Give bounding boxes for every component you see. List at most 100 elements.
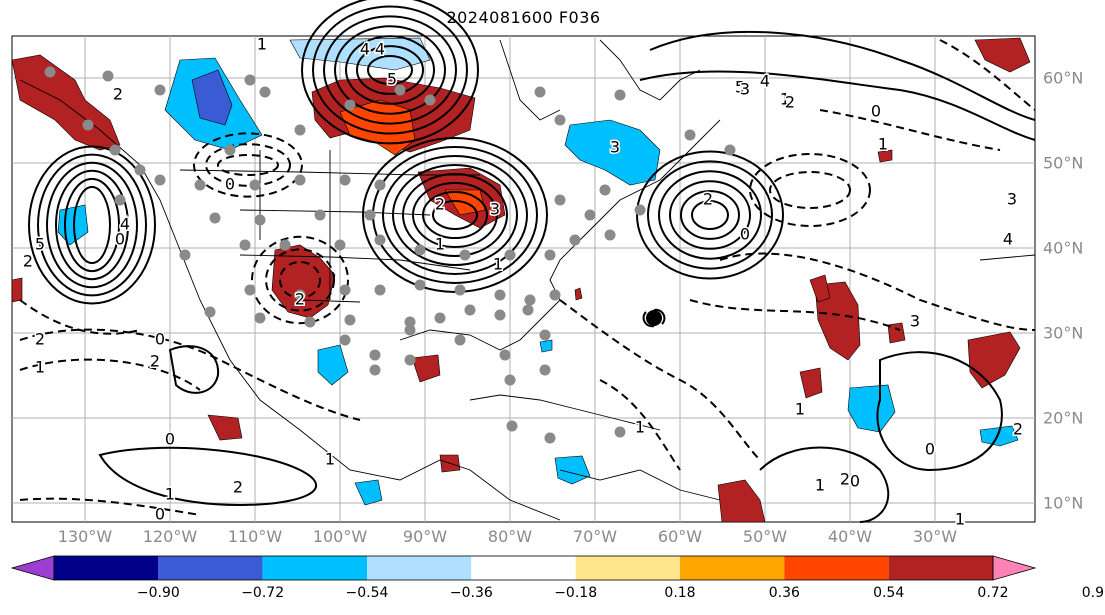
- contour-label: 0: [155, 330, 165, 349]
- station-dot: [524, 294, 536, 306]
- contour-ring: [367, 55, 413, 85]
- contour-line: [719, 252, 1036, 331]
- longitude-label: 90°W: [402, 527, 448, 546]
- colorbar-segment: [888, 556, 993, 580]
- colorbar-segment: [158, 556, 263, 580]
- colorbar-segment: [367, 556, 472, 580]
- station-dot: [434, 312, 446, 324]
- station-dot: [424, 94, 436, 106]
- station-dot: [464, 304, 476, 316]
- longitude-label: 80°W: [487, 527, 533, 546]
- anomaly-area: [717, 479, 766, 523]
- colorbar-tick-label: −0.36: [449, 585, 493, 601]
- anomaly-area: [539, 339, 553, 353]
- colorbar-extend-max: [992, 555, 1037, 581]
- contour-lines: [19, 0, 1036, 523]
- contour-label: 0: [155, 505, 165, 524]
- station-dot: [394, 84, 406, 96]
- station-dot: [369, 364, 381, 376]
- station-dot: [544, 249, 556, 261]
- contour-label: 4: [375, 40, 385, 59]
- contour-label: 2: [23, 252, 33, 271]
- contour-ring: [251, 235, 349, 325]
- contour-label: 3: [740, 80, 750, 99]
- contour-label: 1: [955, 510, 965, 529]
- station-dot: [549, 289, 561, 301]
- colorbar-tick-label: 0.36: [768, 585, 800, 601]
- coastline-segment: [499, 39, 561, 121]
- contour-line: [639, 70, 1036, 141]
- station-dot: [414, 244, 426, 256]
- map-title: 2024081600 F036: [446, 8, 601, 27]
- station-dot: [454, 284, 466, 296]
- anomaly-area: [979, 425, 1019, 447]
- station-dot: [504, 374, 516, 386]
- cyclone-arms: [642, 308, 666, 328]
- contour-label: 1: [493, 255, 503, 274]
- contour-label: 0: [850, 472, 860, 491]
- contour-label: 1: [780, 90, 790, 109]
- contour-label: 0: [871, 102, 881, 121]
- contour-line: [559, 299, 761, 461]
- colorbar-tick-label: 0.90: [1081, 585, 1105, 601]
- contour-ring: [37, 153, 147, 297]
- longitude-label: 60°W: [657, 527, 703, 546]
- station-dot: [454, 334, 466, 346]
- contour-line: [819, 109, 1001, 151]
- station-dot: [194, 179, 206, 191]
- latitude-label: 20°N: [1043, 408, 1084, 428]
- contour-label: 0: [925, 440, 935, 459]
- latitude-label: 40°N: [1043, 238, 1084, 258]
- contour-label: 3: [490, 200, 500, 219]
- contour-label: 5: [35, 235, 45, 254]
- contour-ring: [345, 35, 435, 105]
- colorbar-tick-label: −0.54: [345, 585, 389, 601]
- longitude-label: 70°W: [572, 527, 618, 546]
- colorbar-extend-min: [10, 555, 55, 581]
- contour-line: [599, 379, 681, 471]
- contour-label: 3: [1007, 190, 1017, 209]
- station-dot: [539, 329, 551, 341]
- station-dot: [584, 209, 596, 221]
- station-dot: [279, 239, 291, 251]
- coastline-segment: [979, 254, 1036, 261]
- station-dot: [254, 312, 266, 324]
- contour-line: [98, 446, 317, 507]
- contour-line: [689, 299, 901, 331]
- contour-ring: [669, 180, 751, 250]
- station-dot: [499, 349, 511, 361]
- longitude-label: 110°W: [227, 527, 283, 546]
- colorbar-tick-label: 0.54: [873, 585, 905, 601]
- station-dot: [494, 289, 506, 301]
- station-dot: [254, 214, 266, 226]
- contour-ring: [356, 45, 424, 95]
- station-dot: [404, 324, 416, 336]
- station-dot: [374, 234, 386, 246]
- contour-line: [168, 345, 220, 394]
- contour-label: 4: [760, 72, 770, 91]
- station-dot: [539, 364, 551, 376]
- station-dot: [414, 279, 426, 291]
- anomaly-area: [11, 277, 23, 303]
- contour-label: 2: [35, 330, 45, 349]
- contour-label: 5: [387, 70, 397, 89]
- colorbar-tick-label: −0.90: [136, 585, 180, 601]
- contour-ring: [392, 164, 518, 266]
- contour-label: 3: [910, 312, 920, 331]
- contour-ring: [402, 173, 508, 257]
- station-dot: [82, 119, 94, 131]
- anomaly-area: [799, 367, 823, 399]
- station-dot: [599, 184, 611, 196]
- station-dot: [154, 174, 166, 186]
- longitude-label: 50°W: [742, 527, 788, 546]
- station-dot: [294, 289, 306, 301]
- contour-ring: [323, 15, 457, 125]
- station-dot: [304, 316, 316, 328]
- station-dot: [364, 209, 376, 221]
- station-dot: [294, 174, 306, 186]
- contour-label: 0: [115, 230, 125, 249]
- station-dot: [179, 249, 191, 261]
- station-dot: [634, 204, 646, 216]
